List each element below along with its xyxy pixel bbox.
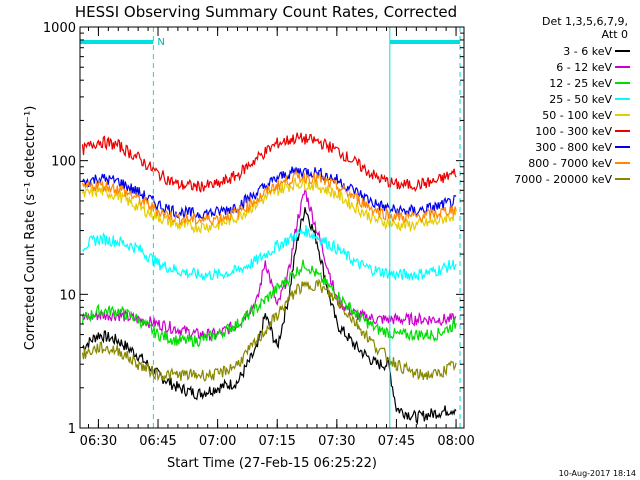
series-line-2 bbox=[81, 259, 457, 348]
x-tick-label: 06:30 bbox=[80, 434, 117, 449]
x-tick-label: 07:00 bbox=[199, 434, 236, 449]
x-tick-label: 07:30 bbox=[318, 434, 355, 449]
legend-header: Det 1,3,5,6,7,9, bbox=[542, 15, 628, 28]
legend-entry-label: 6 - 12 keV bbox=[556, 61, 612, 74]
x-tick-label: 06:45 bbox=[139, 434, 176, 449]
y-tick-label: 1 bbox=[68, 422, 76, 437]
x-axis: 06:30 06:45 07:00 07:15 07:30 07:45 08:00 bbox=[80, 27, 475, 449]
legend-entry-label: 300 - 800 keV bbox=[535, 141, 612, 154]
saa-label: N bbox=[157, 37, 164, 48]
y-tick-label: 10 bbox=[59, 288, 76, 303]
legend-entry-label: 800 - 7000 keV bbox=[528, 157, 612, 170]
legend-entry-label: 3 - 6 keV bbox=[563, 45, 612, 58]
series-line-7 bbox=[81, 169, 457, 226]
legend-entry-label: 50 - 100 keV bbox=[542, 109, 612, 122]
legend-header: Att 0 bbox=[602, 28, 628, 41]
timestamp-stamp: 10-Aug-2017 18:14 bbox=[559, 469, 636, 478]
y-axis-label: Corrected Count Rate (s⁻¹ detector⁻¹) bbox=[23, 106, 38, 351]
series-line-0 bbox=[81, 207, 457, 426]
chart-title: HESSI Observing Summary Count Rates, Cor… bbox=[75, 3, 457, 21]
legend-entry-label: 25 - 50 keV bbox=[549, 93, 612, 106]
plot-frame bbox=[79, 26, 465, 429]
x-tick-label: 07:15 bbox=[258, 434, 295, 449]
y-axis: 1 10 100 1000 bbox=[43, 21, 464, 437]
series-line-8 bbox=[81, 278, 457, 382]
y-tick-label: 1000 bbox=[43, 21, 76, 36]
x-tick-label: 07:45 bbox=[378, 434, 415, 449]
legend-entry-label: 7000 - 20000 keV bbox=[514, 173, 612, 186]
legend-entry-label: 12 - 25 keV bbox=[549, 77, 612, 90]
legend-entry-label: 100 - 300 keV bbox=[535, 125, 612, 138]
legend: Det 1,3,5,6,7,9,Att 0 3 - 6 keV 6 - 12 keV… bbox=[514, 15, 630, 186]
y-tick-label: 100 bbox=[51, 155, 76, 170]
series-line-5 bbox=[81, 132, 457, 193]
series-line-6 bbox=[81, 166, 457, 222]
x-tick-label: 08:00 bbox=[437, 434, 474, 449]
x-axis-label: Start Time (27-Feb-15 06:25:22) bbox=[167, 456, 377, 471]
series-line-3 bbox=[82, 225, 457, 282]
